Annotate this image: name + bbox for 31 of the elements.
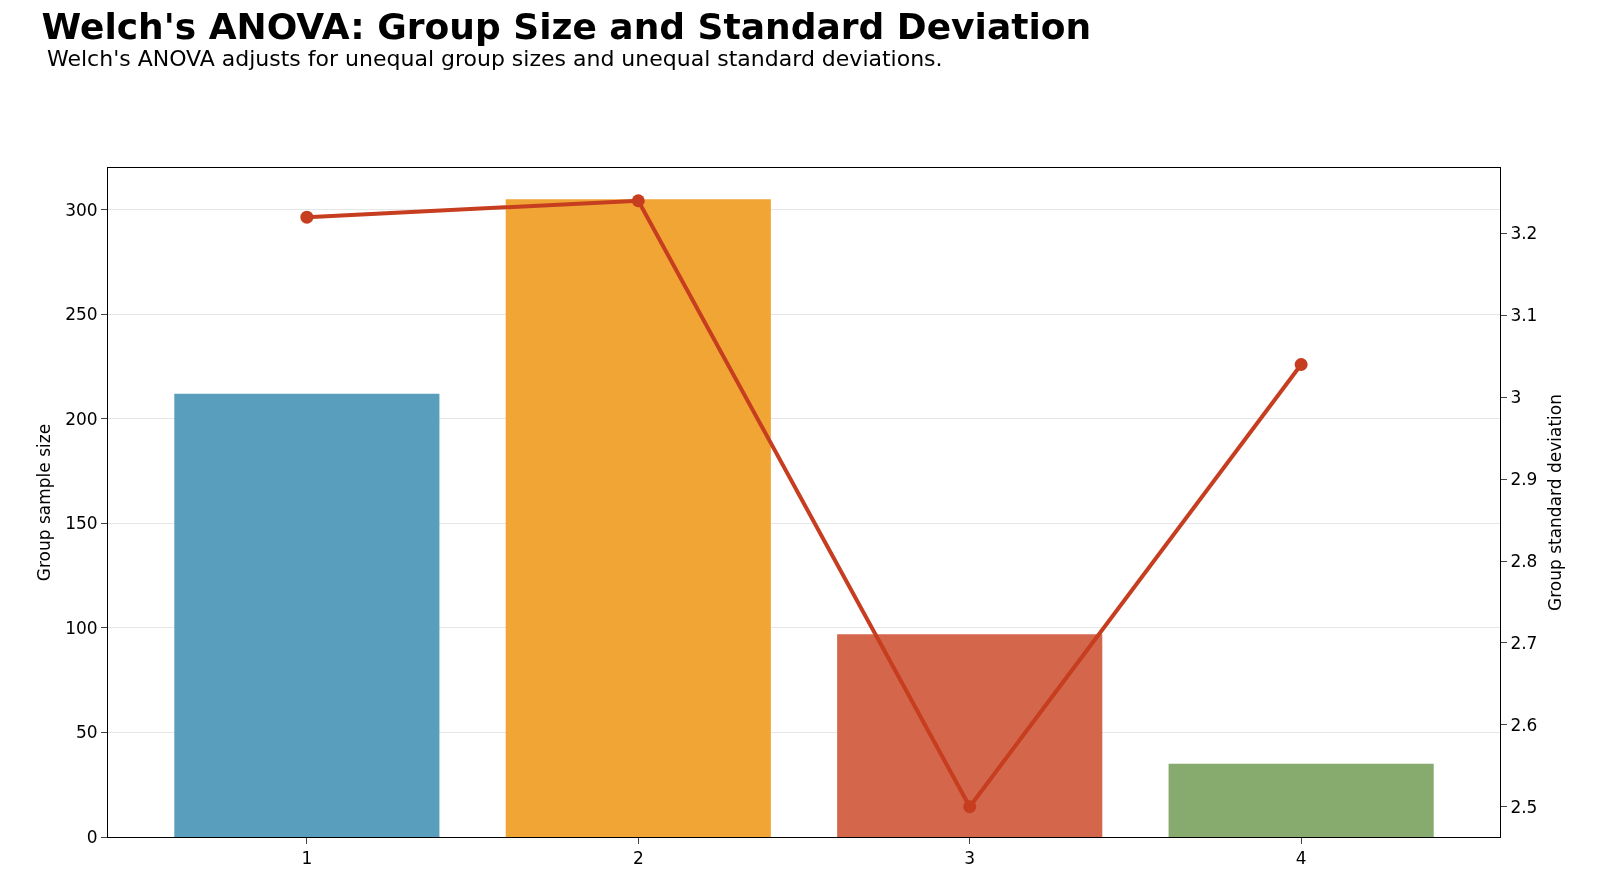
x-tick-label: 2	[632, 848, 644, 869]
bar	[505, 199, 771, 837]
y-tick-label: 250	[65, 304, 98, 325]
point	[300, 210, 314, 224]
y2-tick-label: 3.2	[1510, 223, 1538, 244]
point	[631, 194, 645, 208]
y2-tick-label: 2.9	[1510, 469, 1538, 490]
bar	[837, 634, 1103, 837]
bar	[1168, 763, 1434, 837]
y2-tick-label: 2.5	[1510, 796, 1538, 817]
x-tick-label: 4	[1295, 848, 1307, 869]
y-axis-title: Group sample size	[33, 423, 54, 582]
chart-subtitle: Welch's ANOVA adjusts for unequal group sizes and unequal standard deviations.	[47, 46, 943, 71]
y2-tick-label: 2.8	[1510, 551, 1538, 571]
y2-tick-label: 2.6	[1510, 714, 1538, 735]
x-tick-label: 1	[301, 848, 313, 869]
y-tick-label: 150	[65, 513, 98, 534]
point	[963, 800, 977, 814]
y-tick-label: 200	[65, 408, 98, 429]
bar	[174, 393, 440, 837]
y2-axis-title: Group standard deviation	[1544, 394, 1565, 611]
y-tick-label: 100	[65, 617, 98, 638]
y-tick-label: 0	[86, 826, 98, 847]
y-tick-label: 50	[75, 722, 98, 743]
x-tick-label: 3	[964, 848, 976, 869]
y2-tick-label: 2.7	[1510, 632, 1538, 653]
point	[1294, 358, 1308, 372]
y2-tick-label: 3.1	[1510, 305, 1538, 326]
y2-tick-label: 3	[1510, 387, 1522, 408]
y-tick-label: 300	[65, 199, 98, 220]
chart-title: Welch's ANOVA: Group Size and Standard Deviation	[41, 5, 1092, 47]
